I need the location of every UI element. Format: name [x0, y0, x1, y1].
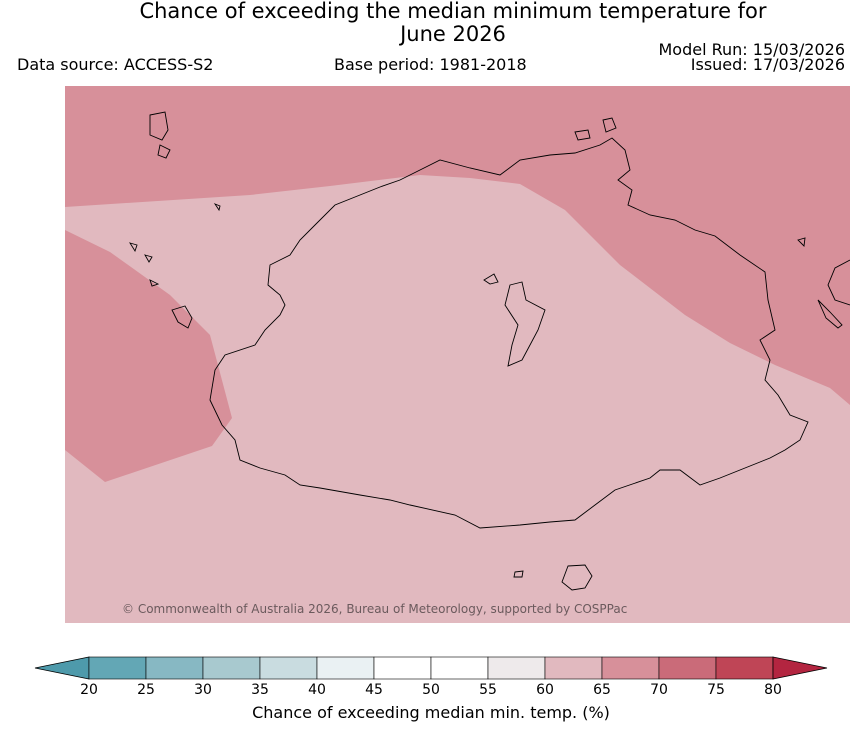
- colorbar-tick-label: 40: [308, 682, 326, 698]
- colorbar-tick-label: 80: [764, 682, 782, 698]
- data-source-label: Data source: ACCESS-S2: [17, 55, 214, 74]
- colorbar-segment: [658, 656, 717, 680]
- colorbar-tick-label: 25: [137, 682, 155, 698]
- colorbar-tick-label: 60: [536, 682, 554, 698]
- colorbar-segment: [373, 656, 432, 680]
- islet-west-3: [149, 279, 160, 287]
- copyright-notice: © Commonwealth of Australia 2026, Bureau…: [122, 602, 628, 616]
- islet-east-1: [797, 237, 806, 247]
- colorbar-under-arrow: [34, 656, 90, 680]
- title-line-2: June 2026: [400, 22, 506, 46]
- colorbar-segment: [259, 656, 318, 680]
- title-line-1: Chance of exceeding the median minimum t…: [139, 0, 767, 23]
- colorbar-tick-label: 30: [194, 682, 212, 698]
- islet-east-2: [827, 259, 850, 306]
- colorbar-tick-label: 35: [251, 682, 269, 698]
- islet-south-1: [513, 570, 524, 578]
- colorbar-tick-label: 45: [365, 682, 383, 698]
- colorbar-over-arrow: [772, 656, 828, 680]
- colorbar-tick-label: 50: [422, 682, 440, 698]
- colorbar-tick-label: 20: [80, 682, 98, 698]
- colorbar-segment: [430, 656, 489, 680]
- inner-island-coastline: [504, 281, 546, 367]
- islet-north-4: [602, 117, 617, 133]
- colorbar-segment: [316, 656, 375, 680]
- islet-west-1: [128, 242, 138, 253]
- colorbar-segment: [715, 656, 774, 680]
- islet-west-2: [144, 254, 153, 263]
- region-70-north: [65, 86, 850, 405]
- colorbar-tick-label: 75: [707, 682, 725, 698]
- islet-west-4: [171, 305, 193, 329]
- colorbar-segment: [145, 656, 204, 680]
- islet-mid: [213, 203, 221, 212]
- islet-north-3: [574, 129, 591, 141]
- forecast-map: [65, 86, 850, 623]
- colorbar-tick-label: 70: [650, 682, 668, 698]
- colorbar-segment: [202, 656, 261, 680]
- base-period-label: Base period: 1981-2018: [334, 55, 527, 74]
- main-island-coastline: [209, 137, 809, 529]
- islet-small-north: [483, 273, 499, 285]
- region-70-west: [65, 230, 232, 482]
- islet-east-3: [817, 299, 843, 329]
- model-run-label: Model Run: 15/03/2026: [658, 40, 846, 59]
- colorbar-label: Chance of exceeding median min. temp. (%…: [252, 703, 610, 722]
- colorbar-tick-label: 55: [479, 682, 497, 698]
- colorbar-tick-label: 65: [593, 682, 611, 698]
- chart-title: Chance of exceeding the median minimum t…: [0, 0, 862, 46]
- coastline: [128, 111, 850, 591]
- colorbar-segment: [544, 656, 603, 680]
- colorbar-segment: [88, 656, 147, 680]
- colorbar-segments: [88, 656, 774, 680]
- colorbar-segment: [487, 656, 546, 680]
- islet-south-2: [561, 564, 593, 591]
- islet-north-1: [149, 111, 169, 141]
- islet-north-2: [157, 144, 171, 159]
- issued-label: Issued: 17/03/2026: [690, 55, 845, 74]
- colorbar-segment: [601, 656, 660, 680]
